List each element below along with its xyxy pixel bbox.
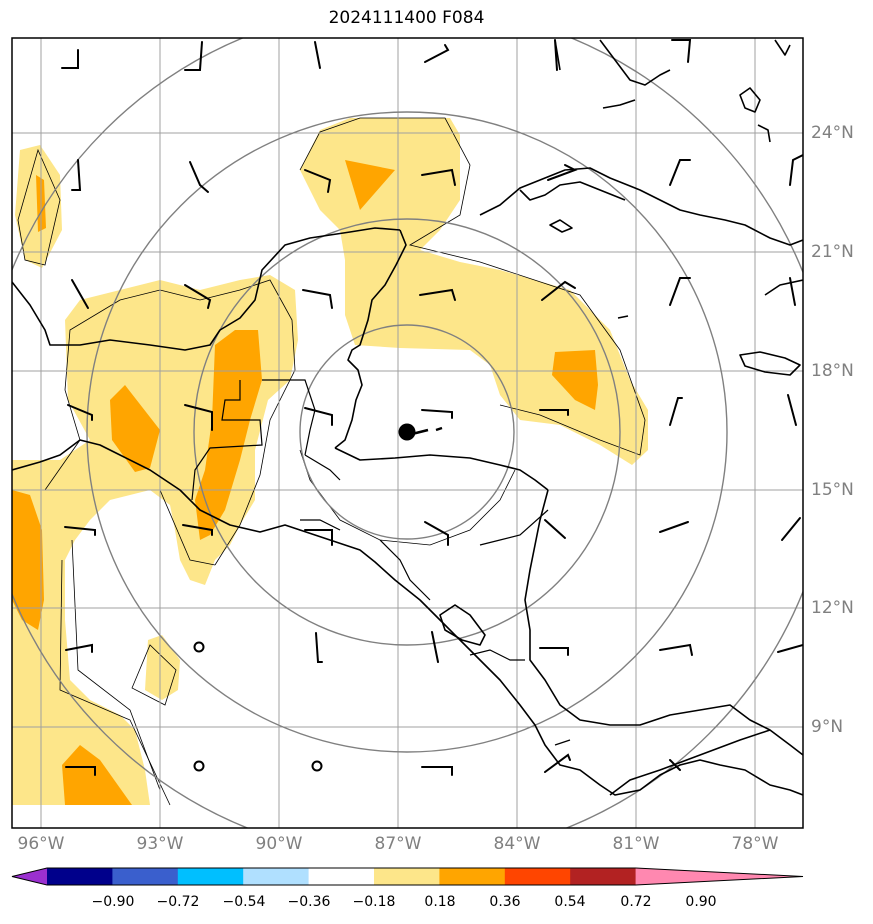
colorbar-extend-high xyxy=(635,868,803,885)
colorbar-segment xyxy=(243,868,310,885)
colorbar xyxy=(11,867,804,886)
colorbar-label: −0.36 xyxy=(287,894,331,910)
calm-circles xyxy=(193,641,323,772)
colorbar-label: 0.18 xyxy=(424,894,456,910)
lon-tick-81w: 81°W xyxy=(612,834,660,854)
colorbar-segment xyxy=(570,868,637,885)
lat-tick-12n: 12°N xyxy=(811,598,854,618)
colorbar-segment xyxy=(112,868,179,885)
lat-tick-18n: 18°N xyxy=(811,361,854,381)
country-borders xyxy=(191,379,571,746)
colorbar-label: 0.72 xyxy=(620,894,652,910)
storm-center-marker xyxy=(398,423,443,441)
lat-tick-21n: 21°N xyxy=(811,242,854,262)
lat-tick-24n: 24°N xyxy=(811,123,854,143)
colorbar-segment xyxy=(47,868,113,885)
shaded-field-dark xyxy=(12,160,598,805)
colorbar-segment xyxy=(374,868,440,885)
shaded-field-light xyxy=(12,118,648,805)
colorbar-extend-low xyxy=(12,868,47,885)
colorbar-label: −0.90 xyxy=(91,894,135,910)
map-title: 2024111400 F084 xyxy=(328,8,485,28)
range-rings xyxy=(12,38,803,828)
plot-frame xyxy=(11,37,804,829)
colorbar-label: −0.18 xyxy=(352,894,396,910)
colorbar-segment xyxy=(308,868,375,885)
colorbar-label: 0.36 xyxy=(489,894,521,910)
lon-tick-93w: 93°W xyxy=(136,834,184,854)
lon-tick-90w: 90°W xyxy=(255,834,303,854)
colorbar-label: −0.72 xyxy=(156,894,200,910)
colorbar-label: 0.54 xyxy=(554,894,586,910)
lon-tick-78w: 78°W xyxy=(731,834,779,854)
colorbar-label: 0.90 xyxy=(685,894,717,910)
colorbar-segment xyxy=(177,868,244,885)
colorbar-segment xyxy=(504,868,571,885)
lat-tick-9n: 9°N xyxy=(811,717,844,737)
colorbar-outline xyxy=(11,867,804,886)
wind-barbs xyxy=(61,39,803,776)
graticule xyxy=(12,38,803,828)
lat-tick-15n: 15°N xyxy=(811,480,854,500)
colorbar-label: −0.54 xyxy=(222,894,266,910)
lon-tick-87w: 87°W xyxy=(374,834,422,854)
lon-tick-96w: 96°W xyxy=(17,834,65,854)
colorbar-segment xyxy=(439,868,506,885)
lon-tick-84w: 84°W xyxy=(493,834,541,854)
